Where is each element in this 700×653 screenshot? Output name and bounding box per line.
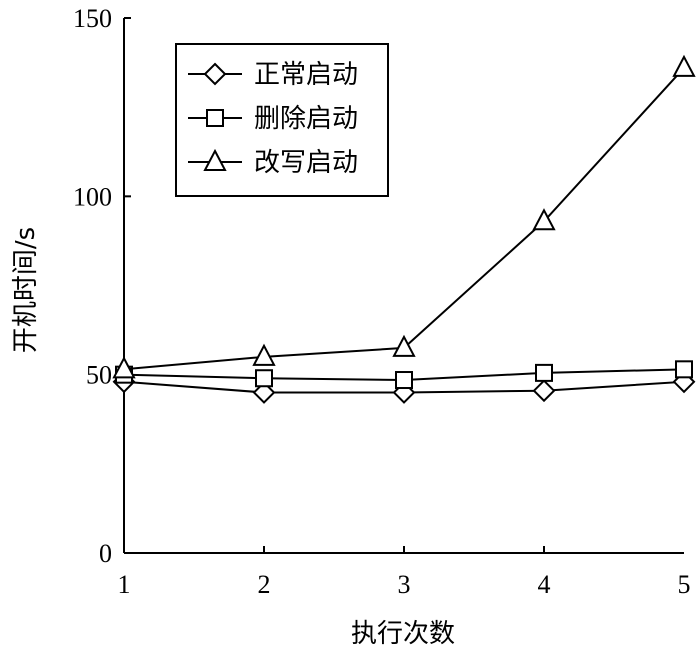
series-layer	[112, 54, 696, 404]
x-axis-title: 执行次数	[351, 619, 455, 649]
x-tick-label: 5	[678, 570, 691, 599]
triangle-marker	[112, 356, 136, 379]
diamond-marker	[532, 379, 556, 403]
y-tick-label: 150	[73, 4, 112, 33]
triangle-marker	[392, 334, 416, 357]
series-square	[115, 360, 693, 390]
legend-label: 删除启动	[254, 104, 358, 134]
square-marker	[255, 369, 273, 388]
x-tick-label: 4	[538, 570, 551, 599]
y-tick-label: 50	[86, 361, 112, 390]
triangle-marker	[532, 208, 556, 231]
y-axis-title: 开机时间/s	[11, 227, 41, 353]
triangle-marker	[252, 343, 276, 366]
x-tick-label: 1	[118, 570, 131, 599]
square-marker	[395, 371, 413, 390]
x-tick-label: 3	[398, 570, 411, 599]
axis-ticks: 0 50 100 150 1 2 3 4 5	[73, 4, 691, 599]
series-triangle	[112, 54, 696, 379]
y-tick-label: 100	[73, 182, 112, 211]
triangle-marker	[203, 148, 227, 171]
legend-label: 正常启动	[254, 60, 358, 90]
legend-label: 改写启动	[254, 148, 358, 178]
triangle-marker	[672, 54, 696, 77]
diamond-marker	[203, 62, 227, 86]
x-tick-label: 2	[258, 570, 271, 599]
square-marker	[675, 360, 693, 379]
y-tick-label: 0	[99, 539, 112, 568]
series-diamond	[112, 370, 696, 404]
square-marker	[206, 109, 224, 127]
square-marker	[535, 363, 553, 382]
diamond-marker	[252, 381, 276, 404]
